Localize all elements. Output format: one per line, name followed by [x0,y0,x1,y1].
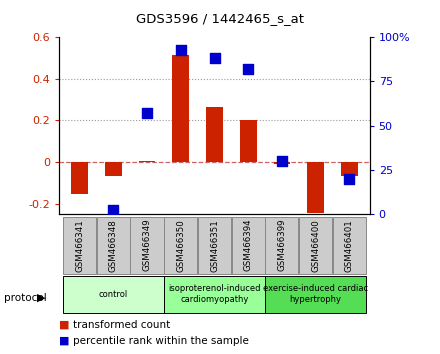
Bar [71,162,88,194]
Text: isoproterenol-induced
cardiomyopathy: isoproterenol-induced cardiomyopathy [168,285,261,304]
FancyBboxPatch shape [265,217,298,274]
Text: GSM466394: GSM466394 [244,219,253,272]
Bar [341,162,358,176]
Text: ■: ■ [59,336,70,346]
Bar [240,120,257,162]
Text: ▶: ▶ [37,293,46,303]
Bar [206,107,223,162]
FancyBboxPatch shape [63,276,164,313]
Text: GSM466400: GSM466400 [311,219,320,272]
FancyBboxPatch shape [265,276,366,313]
FancyBboxPatch shape [231,217,265,274]
Text: GDS3596 / 1442465_s_at: GDS3596 / 1442465_s_at [136,12,304,25]
FancyBboxPatch shape [198,217,231,274]
Bar [307,162,324,213]
Text: protocol: protocol [4,293,47,303]
FancyBboxPatch shape [164,276,265,313]
Point [245,66,252,72]
Text: percentile rank within the sample: percentile rank within the sample [73,336,249,346]
Bar [274,162,290,164]
Text: GSM466351: GSM466351 [210,219,219,272]
FancyBboxPatch shape [97,217,130,274]
Point [110,207,117,212]
Text: GSM466401: GSM466401 [345,219,354,272]
FancyBboxPatch shape [63,217,96,274]
Text: GSM466399: GSM466399 [278,219,286,272]
Point [143,110,150,116]
Text: GSM466348: GSM466348 [109,219,118,272]
Text: control: control [99,290,128,299]
Text: ■: ■ [59,320,70,330]
FancyBboxPatch shape [299,217,332,274]
Text: GSM466350: GSM466350 [176,219,185,272]
Text: GSM466349: GSM466349 [143,219,151,272]
Point [177,47,184,52]
Text: transformed count: transformed count [73,320,171,330]
Text: GSM466341: GSM466341 [75,219,84,272]
Text: exercise-induced cardiac
hypertrophy: exercise-induced cardiac hypertrophy [263,285,368,304]
Point [346,176,353,182]
FancyBboxPatch shape [164,217,197,274]
Point [279,158,286,164]
Point [211,56,218,61]
FancyBboxPatch shape [130,217,164,274]
Bar [172,55,189,162]
FancyBboxPatch shape [333,217,366,274]
Bar [139,161,155,162]
Bar [105,162,122,176]
